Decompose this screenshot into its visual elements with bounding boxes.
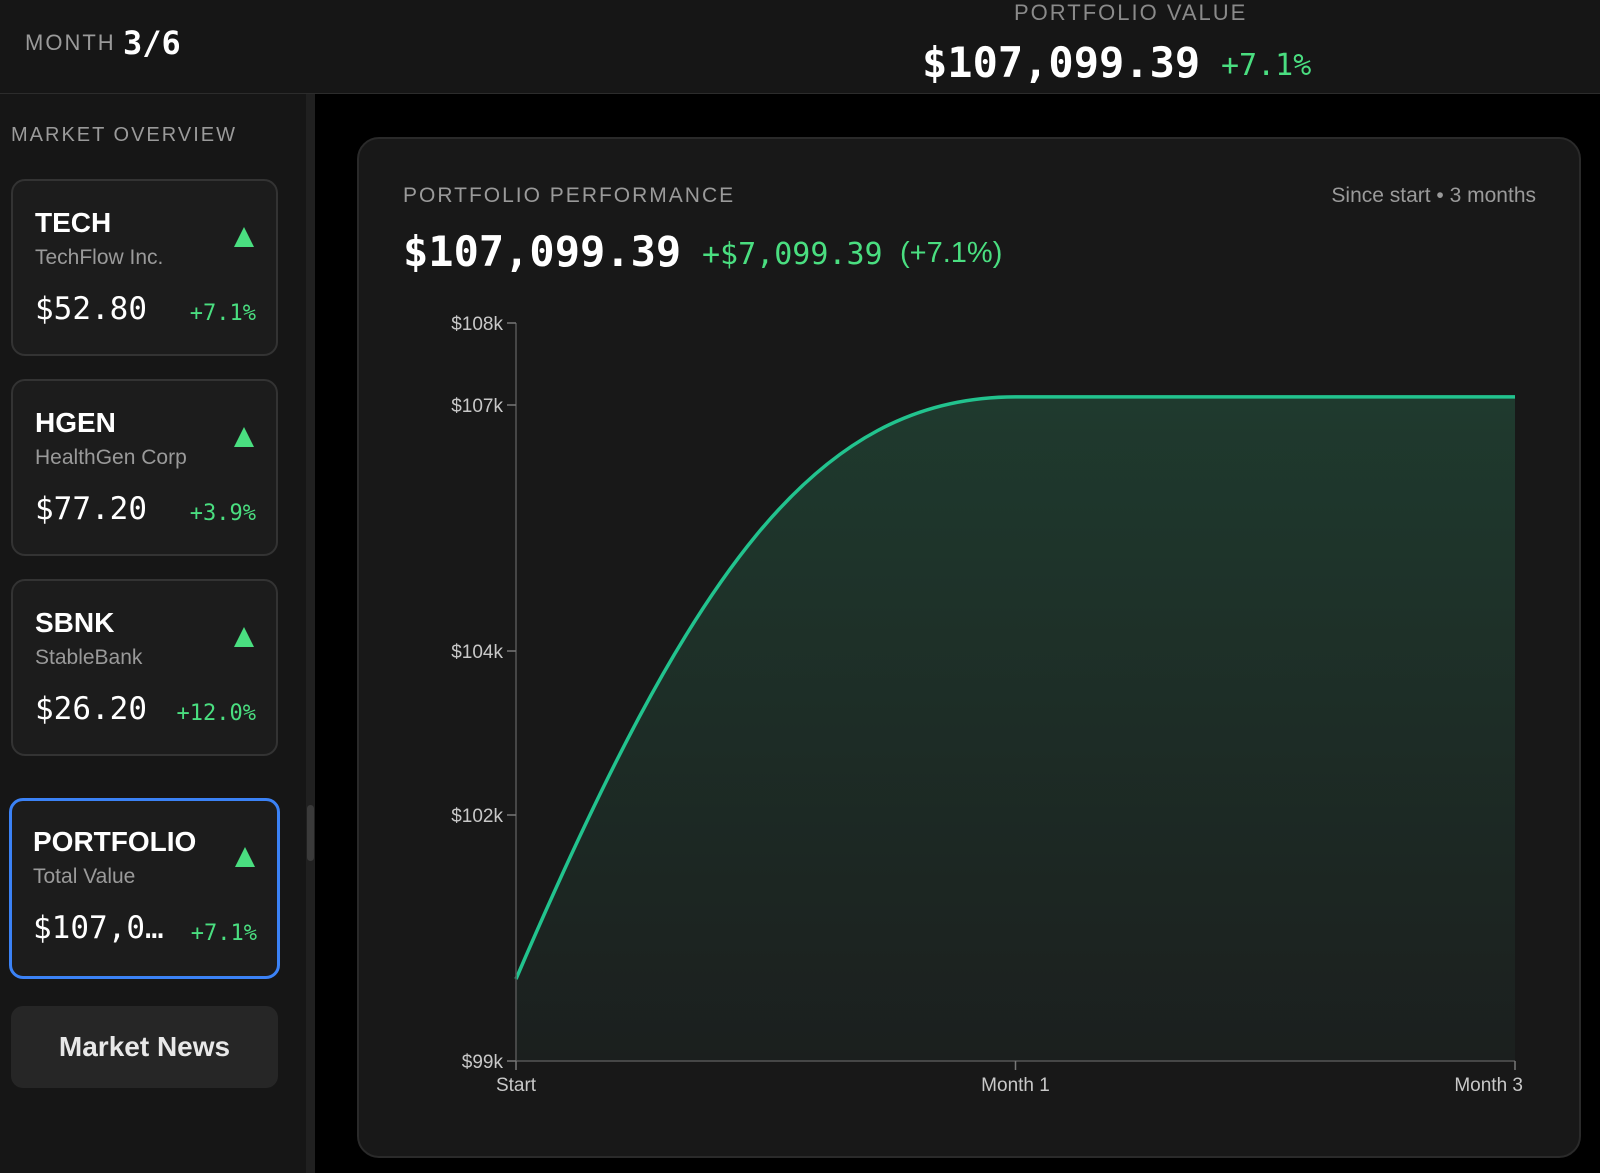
card-company-name: HealthGen Corp: [35, 446, 187, 469]
sidebar-divider: [306, 94, 315, 1173]
triangle-up-icon: [234, 227, 254, 247]
card-symbol: HGEN: [35, 407, 116, 438]
card-change: +7.1%: [190, 921, 257, 946]
performance-chart: $99k $102k $104k $107k $108k Start Month 1 Mont…: [451, 314, 1523, 1096]
panel-title: PORTFOLIO PERFORMANCE: [403, 184, 736, 207]
panel-delta: +$7,099.39: [702, 237, 883, 272]
card-price: $52.80: [35, 291, 147, 327]
stock-card-hgen[interactable]: HGEN HealthGen Corp $77.20 +3.9%: [11, 379, 278, 556]
triangle-up-icon: [235, 847, 255, 867]
card-company-name: TechFlow Inc.: [35, 246, 164, 269]
stock-card-sbnk[interactable]: SBNK StableBank $26.20 +12.0%: [11, 579, 278, 756]
card-company-name: StableBank: [35, 646, 143, 669]
stock-card-portfolio[interactable]: PORTFOLIO Total Value $107,099.39 +7.1%: [9, 798, 280, 979]
panel-range: Since start • 3 months: [1331, 184, 1536, 207]
card-symbol: TECH: [35, 207, 112, 238]
y-tick-label: $99k: [462, 1052, 504, 1073]
series-area: [516, 396, 1515, 1062]
card-price: $77.20: [35, 491, 147, 527]
y-tick-label: $102k: [451, 806, 503, 827]
x-tick-label: Start: [496, 1075, 537, 1096]
triangle-up-icon: [234, 627, 254, 647]
month-label: MONTH: [25, 30, 116, 55]
panel-delta-percent: (+7.1%): [900, 237, 1003, 269]
month-value: 3/6: [123, 24, 181, 62]
portfolio-change: +7.1%: [1221, 48, 1312, 83]
card-price: $26.20: [35, 691, 147, 727]
card-change: +7.1%: [189, 301, 256, 326]
series-line: [514, 395, 1515, 980]
card-company-name: Total Value: [33, 865, 136, 888]
x-tick-label: Month 1: [981, 1075, 1050, 1096]
stock-card-tech[interactable]: TECH TechFlow Inc. $52.80 +7.1%: [11, 179, 278, 356]
card-change: +3.9%: [189, 501, 256, 526]
portfolio-performance-panel: PORTFOLIO PERFORMANCE Since start • 3 mo…: [357, 137, 1581, 1158]
top-bar: MONTH 3/6 PORTFOLIO VALUE $107,099.39 +7…: [0, 0, 1600, 94]
x-tick-label: Month 3: [1454, 1075, 1523, 1096]
market-news-button[interactable]: Market News: [11, 1006, 278, 1088]
portfolio-value: $107,099.39: [922, 38, 1201, 87]
card-symbol: PORTFOLIO: [33, 826, 197, 857]
card-price: $107,099.39: [33, 910, 168, 946]
market-overview-title: MARKET OVERVIEW: [11, 124, 237, 146]
portfolio-value-label: PORTFOLIO VALUE: [1014, 0, 1248, 25]
card-symbol: SBNK: [35, 607, 115, 638]
sidebar-scrollbar[interactable]: [307, 805, 314, 861]
triangle-up-icon: [234, 427, 254, 447]
y-tick-label: $107k: [451, 396, 503, 417]
panel-value: $107,099.39: [403, 227, 682, 276]
y-tick-label: $108k: [451, 314, 503, 335]
y-tick-label: $104k: [451, 642, 503, 663]
card-change: +12.0%: [176, 701, 256, 726]
